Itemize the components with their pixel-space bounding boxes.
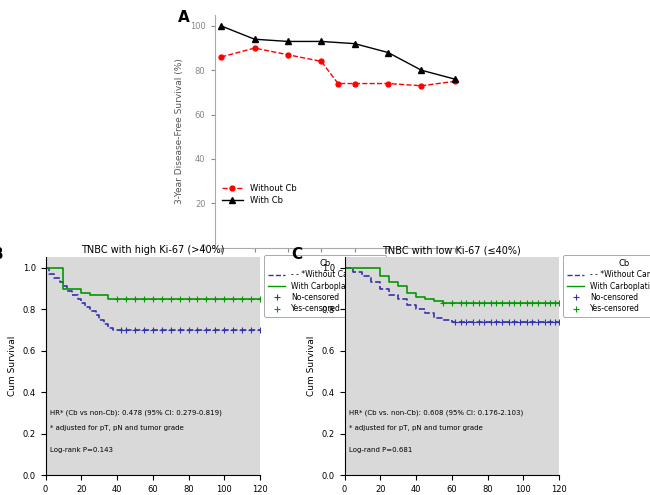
With Cb xyxy=(284,39,292,45)
With Carboplatin xyxy=(421,296,429,302)
Line: - - *Without Carboplatin: - - *Without Carboplatin xyxy=(46,268,260,330)
- - *Without Carboplatin xyxy=(63,288,71,294)
With Carboplatin xyxy=(439,300,447,306)
- - *Without Carboplatin xyxy=(104,325,112,331)
- - *Without Carboplatin xyxy=(42,265,49,271)
- - *Without Carboplatin xyxy=(555,319,563,325)
With Carboplatin xyxy=(359,265,367,271)
- - *Without Carboplatin xyxy=(81,304,88,310)
- - *Without Carboplatin xyxy=(403,302,411,308)
- - *Without Carboplatin xyxy=(367,279,375,285)
With Cb xyxy=(384,50,392,55)
With Carboplatin xyxy=(256,296,264,302)
Without Cb xyxy=(351,81,359,87)
Line: With Cb: With Cb xyxy=(218,23,458,82)
- - *Without Carboplatin xyxy=(359,273,367,279)
- - *Without Carboplatin xyxy=(51,275,58,281)
Without Cb xyxy=(217,54,225,60)
Text: B: B xyxy=(0,247,3,261)
Line: With Carboplatin: With Carboplatin xyxy=(344,268,559,303)
Line: Without Cb: Without Cb xyxy=(219,46,457,88)
Y-axis label: Cum Survival: Cum Survival xyxy=(307,336,316,396)
- - *Without Carboplatin xyxy=(350,269,358,275)
- - *Without Carboplatin xyxy=(376,286,384,292)
With Carboplatin xyxy=(555,300,563,306)
Without Cb xyxy=(384,81,392,87)
Title: TNBC with high Ki-67 (>40%): TNBC with high Ki-67 (>40%) xyxy=(81,245,224,255)
With Carboplatin xyxy=(403,290,411,296)
- - *Without Carboplatin xyxy=(394,296,402,302)
Title: TNBC with low Ki-67 (≤40%): TNBC with low Ki-67 (≤40%) xyxy=(382,245,521,255)
- - *Without Carboplatin xyxy=(421,310,429,316)
With Carboplatin xyxy=(113,296,121,302)
Without Cb xyxy=(284,52,292,58)
- - *Without Carboplatin xyxy=(68,292,76,297)
Text: HR* (Cb vs non-Cb): 0.478 (95% CI: 0.279-0.819): HR* (Cb vs non-Cb): 0.478 (95% CI: 0.279… xyxy=(50,410,222,416)
- - *Without Carboplatin xyxy=(448,319,456,325)
With Carboplatin xyxy=(412,294,420,300)
Without Cb xyxy=(451,78,459,84)
- - *Without Carboplatin xyxy=(109,327,118,333)
With Carboplatin xyxy=(448,300,456,306)
Text: HR* (Cb vs. non-Cb): 0.608 (95% CI: 0.176-2.103): HR* (Cb vs. non-Cb): 0.608 (95% CI: 0.17… xyxy=(349,410,523,416)
Y-axis label: Cum Survival: Cum Survival xyxy=(8,336,17,396)
With Carboplatin xyxy=(341,265,348,271)
- - *Without Carboplatin xyxy=(56,279,64,285)
With Carboplatin xyxy=(104,296,112,302)
- - *Without Carboplatin xyxy=(439,317,447,323)
With Carboplatin xyxy=(68,286,76,292)
Without Cb xyxy=(317,58,325,64)
- - *Without Carboplatin xyxy=(86,308,94,314)
- - *Without Carboplatin xyxy=(46,271,53,277)
With Carboplatin xyxy=(86,292,94,297)
Text: C: C xyxy=(291,247,302,261)
With Carboplatin xyxy=(376,273,384,279)
- - *Without Carboplatin xyxy=(341,265,348,271)
With Cb xyxy=(317,39,325,45)
With Cb xyxy=(451,76,459,82)
Without Cb xyxy=(251,45,259,51)
With Cb xyxy=(251,36,259,42)
With Carboplatin xyxy=(430,298,438,304)
With Cb xyxy=(351,41,359,47)
Y-axis label: 3-Year Disease-Free Survival (%): 3-Year Disease-Free Survival (%) xyxy=(175,58,184,204)
Without Cb xyxy=(334,81,342,87)
With Carboplatin xyxy=(60,286,68,292)
Legend: - - *Without Carboplatin, With Carboplatin, No-censored, Yes-censored: - - *Without Carboplatin, With Carboplat… xyxy=(265,255,387,317)
- - *Without Carboplatin xyxy=(92,312,99,318)
- - *Without Carboplatin xyxy=(430,315,438,321)
- - *Without Carboplatin xyxy=(412,306,420,312)
- - *Without Carboplatin xyxy=(77,300,85,306)
- - *Without Carboplatin xyxy=(101,321,109,327)
With Carboplatin xyxy=(394,284,402,290)
Text: * adjusted for pT, pN and tumor grade: * adjusted for pT, pN and tumor grade xyxy=(349,425,482,431)
- - *Without Carboplatin xyxy=(95,317,103,323)
With Carboplatin xyxy=(77,290,85,296)
X-axis label: Median Ki-67 in: Median Ki-67 in xyxy=(303,271,373,280)
Line: - - *Without Carboplatin: - - *Without Carboplatin xyxy=(344,268,559,322)
- - *Without Carboplatin xyxy=(385,292,393,297)
With Cb xyxy=(217,23,225,29)
- - *Without Carboplatin xyxy=(60,284,68,290)
- - *Without Carboplatin xyxy=(113,327,121,333)
Without Cb xyxy=(417,83,425,89)
- - *Without Carboplatin xyxy=(256,327,264,333)
Text: Log-rank P=0.143: Log-rank P=0.143 xyxy=(50,447,113,453)
Text: A: A xyxy=(177,10,189,25)
- - *Without Carboplatin xyxy=(74,296,82,302)
With Cb xyxy=(417,67,425,73)
Text: * adjusted for pT, pN and tumor grade: * adjusted for pT, pN and tumor grade xyxy=(50,425,183,431)
Legend: - - *Without Carboplatin, With Carboplatin, No-censored, Yes-censored: - - *Without Carboplatin, With Carboplat… xyxy=(564,255,650,317)
Line: With Carboplatin: With Carboplatin xyxy=(46,268,260,299)
Legend: Without Cb, With Cb: Without Cb, With Cb xyxy=(218,181,300,208)
With Carboplatin xyxy=(56,265,64,271)
With Carboplatin xyxy=(385,279,393,285)
Text: Log-rand P=0.681: Log-rand P=0.681 xyxy=(349,447,412,453)
With Carboplatin xyxy=(42,265,49,271)
